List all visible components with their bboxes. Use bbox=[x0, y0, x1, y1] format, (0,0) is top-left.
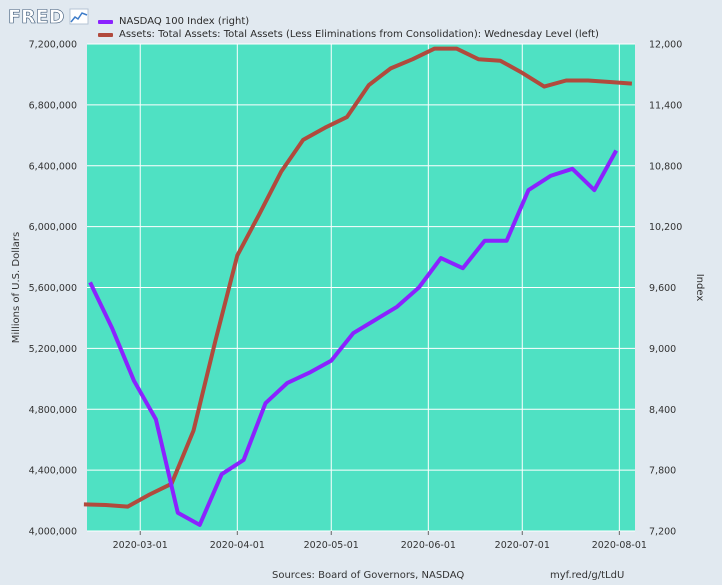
left-axis-ticks: 4,000,000 4,400,000 4,800,000 5,200,000 5,60… bbox=[29, 40, 77, 538]
left-tick-label: 6,800,000 bbox=[29, 100, 77, 111]
left-tick-label: 4,800,000 bbox=[29, 405, 77, 416]
legend-item-nasdaq: NASDAQ 100 Index (right) bbox=[98, 15, 599, 28]
left-tick-label: 7,200,000 bbox=[29, 40, 77, 51]
left-tick-label: 6,400,000 bbox=[29, 161, 77, 172]
left-axis-title: Millions of U.S. Dollars bbox=[11, 232, 22, 343]
left-tick-label: 6,000,000 bbox=[29, 222, 77, 233]
left-tick-label: 4,000,000 bbox=[29, 527, 77, 538]
right-tick-label: 11,400 bbox=[649, 100, 682, 111]
right-tick-label: 8,400 bbox=[649, 405, 676, 416]
right-tick-label: 9,000 bbox=[649, 344, 676, 355]
right-tick-label: 10,800 bbox=[649, 161, 682, 172]
footer-source: Sources: Board of Governors, NASDAQ bbox=[272, 570, 465, 581]
right-tick-label: 10,200 bbox=[649, 222, 682, 233]
legend-swatch-assets bbox=[98, 32, 113, 37]
right-tick-label: 7,200 bbox=[649, 527, 676, 538]
right-tick-label: 7,800 bbox=[649, 466, 676, 477]
legend-item-assets: Assets: Total Assets: Total Assets (Less… bbox=[98, 28, 599, 41]
line-chart: 4,000,000 4,400,000 4,800,000 5,200,000 5,60… bbox=[11, 40, 705, 552]
legend-swatch-nasdaq bbox=[98, 19, 113, 24]
legend: NASDAQ 100 Index (right) Assets: Total A… bbox=[98, 15, 599, 41]
fred-logo-graph-line bbox=[70, 12, 88, 23]
x-axis-ticks: 2020-03-01 2020-04-01 2020-05-01 2020-06-01… bbox=[113, 531, 647, 551]
left-tick-label: 5,200,000 bbox=[29, 344, 77, 355]
x-tick-label: 2020-07-01 bbox=[495, 540, 550, 551]
x-tick-label: 2020-05-01 bbox=[304, 540, 359, 551]
x-tick-label: 2020-08-01 bbox=[592, 540, 647, 551]
fred-logo-text: FRED bbox=[8, 6, 64, 28]
left-tick-label: 5,600,000 bbox=[29, 283, 77, 294]
footer-link[interactable]: myf.red/g/tLdU bbox=[550, 570, 625, 581]
series-line-assets bbox=[83, 46, 633, 509]
right-axis-ticks: 7,200 7,800 8,400 9,000 9,600 10,200 10,800 11,… bbox=[649, 40, 682, 538]
x-tick-label: 2020-06-01 bbox=[401, 540, 456, 551]
legend-label-assets: Assets: Total Assets: Total Assets (Less… bbox=[119, 29, 599, 40]
right-tick-label: 12,000 bbox=[649, 40, 682, 51]
series-line-nasdaq bbox=[88, 149, 618, 527]
x-tick-label: 2020-04-01 bbox=[210, 540, 265, 551]
left-tick-label: 4,400,000 bbox=[29, 466, 77, 477]
x-tick-label: 2020-03-01 bbox=[113, 540, 168, 551]
right-axis-title: Index bbox=[694, 274, 705, 302]
legend-label-nasdaq: NASDAQ 100 Index (right) bbox=[119, 16, 250, 27]
fred-logo: FRED bbox=[8, 6, 89, 28]
series-layer bbox=[83, 46, 633, 527]
right-tick-label: 9,600 bbox=[649, 283, 676, 294]
